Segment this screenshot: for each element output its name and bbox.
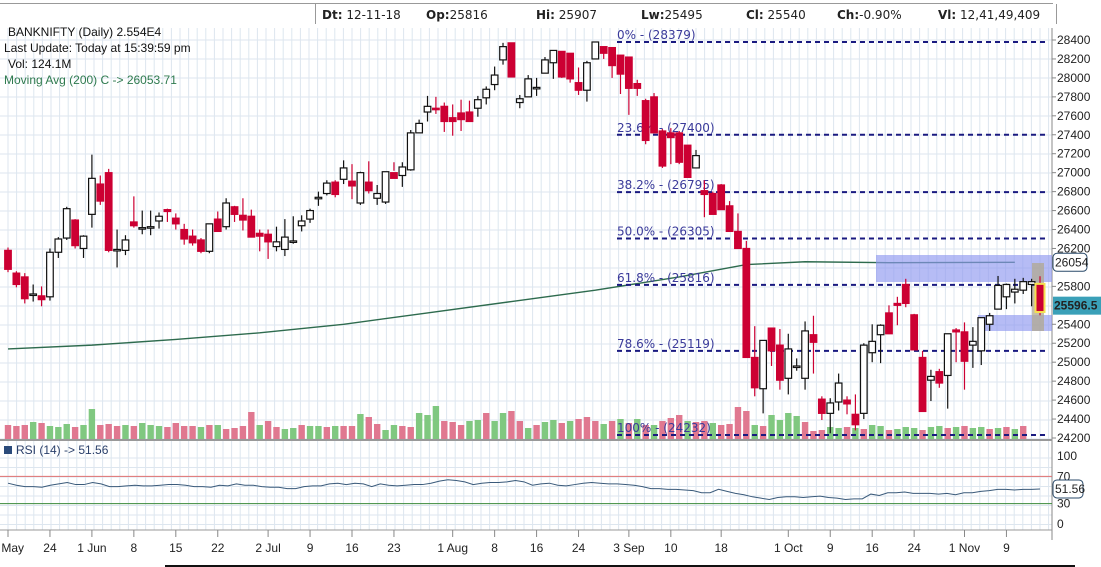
svg-text:22: 22 [211,541,225,555]
svg-text:27800: 27800 [1057,90,1091,104]
svg-text:24400: 24400 [1057,412,1091,426]
svg-text:27600: 27600 [1057,109,1091,123]
volume-info: Vol: 124.1M [8,57,72,71]
svg-text:24: 24 [43,541,57,555]
svg-text:24: 24 [572,541,586,555]
chart-grid [0,28,1053,540]
svg-text:26800: 26800 [1057,185,1091,199]
svg-text:25400: 25400 [1057,317,1091,331]
cl-label: Cl: [746,8,764,22]
svg-text:17 May: 17 May [0,541,24,555]
hi-value: 25907 [558,8,597,22]
svg-text:26054: 26054 [1055,255,1089,269]
hi-label: Hi: [536,8,555,22]
svg-text:28000: 28000 [1057,71,1091,85]
svg-text:23.6% - (27400): 23.6% - (27400) [617,121,715,135]
fibonacci-levels: 0% - (28379) 23.6% - (27400) 38.2% - (2679… [617,28,1048,436]
lw-value: 25495 [664,8,703,22]
svg-text:27200: 27200 [1057,147,1091,161]
price-tags: 26054 25596.5 51.56 [1052,252,1101,499]
svg-text:1 Nov: 1 Nov [949,541,980,555]
svg-text:0% - (28379): 0% - (28379) [617,28,696,42]
rsi-legend-label: RSI (14) -> 51.56 [16,443,109,457]
svg-text:26200: 26200 [1057,241,1091,255]
svg-text:8: 8 [491,541,498,555]
svg-text:61.8% - (25816): 61.8% - (25816) [617,271,715,285]
svg-text:25596.5: 25596.5 [1054,299,1098,313]
svg-text:18: 18 [714,541,728,555]
price-axis: 28400 28200 28000 27800 27600 27400 27200 27000… [1052,0,1101,531]
svg-text:9: 9 [307,541,314,555]
svg-text:3 Sep: 3 Sep [613,541,645,555]
svg-text:0: 0 [1057,517,1064,531]
rsi-legend: RSI (14) -> 51.56 [4,443,108,457]
cl-value: 25540 [767,8,806,22]
svg-text:28200: 28200 [1057,52,1091,66]
svg-text:1 Jun: 1 Jun [77,541,106,555]
svg-text:78.6% - (25119): 78.6% - (25119) [617,337,715,351]
svg-text:26400: 26400 [1057,223,1091,237]
ch-value: -0.90% [859,8,902,22]
op-label: Op: [426,8,450,22]
svg-text:16: 16 [866,541,880,555]
svg-text:9: 9 [1003,541,1010,555]
horizontal-scrollbar[interactable] [165,565,1075,567]
svg-text:25200: 25200 [1057,336,1091,350]
ch-label: Ch: [837,8,860,22]
moving-average-line [7,261,1015,350]
svg-text:28400: 28400 [1057,33,1091,47]
svg-text:100% - (24232): 100% - (24232) [617,421,711,435]
svg-text:24200: 24200 [1057,431,1091,445]
chart-title: BANKNIFTY (Daily) 2.554E4 [8,25,162,39]
svg-text:50.0% - (26305): 50.0% - (26305) [617,225,715,239]
svg-text:24: 24 [907,541,921,555]
dt-label: Dt: [322,8,343,22]
svg-text:9: 9 [827,541,834,555]
svg-text:24600: 24600 [1057,393,1091,407]
vl-label: Vl: [938,8,957,22]
svg-text:51.56: 51.56 [1055,482,1085,496]
rsi-legend-swatch-icon [4,446,12,454]
svg-text:24800: 24800 [1057,374,1091,388]
svg-text:1 Aug: 1 Aug [437,541,468,555]
svg-text:1 Oct: 1 Oct [774,541,803,555]
svg-text:30: 30 [1057,497,1071,511]
dt-value: 12-11-18 [346,8,401,22]
svg-text:27000: 27000 [1057,166,1091,180]
date-axis: 17 May 24 1 Jun 8 15 22 2 Jul 9 16 23 1 Aug 8 16 24 3 … [0,530,1010,555]
op-value: 25816 [449,8,488,22]
svg-text:25800: 25800 [1057,279,1091,293]
svg-text:38.2% - (26795): 38.2% - (26795) [617,178,715,192]
vl-value: 12,41,49,409 [960,8,1041,22]
rsi-panel [0,475,1052,505]
svg-text:25000: 25000 [1057,355,1091,369]
svg-text:16: 16 [345,541,359,555]
lw-label: Lw: [641,8,665,22]
svg-text:2 Jul: 2 Jul [255,541,280,555]
candlestick-series [4,41,1046,434]
svg-text:16: 16 [530,541,544,555]
moving-average-info: Moving Avg (200) C -> 26053.71 [4,73,177,87]
top-divider [0,3,1101,4]
svg-text:26600: 26600 [1057,204,1091,218]
svg-text:23: 23 [387,541,401,555]
svg-text:8: 8 [131,541,138,555]
last-update: Last Update: Today at 15:39:59 pm [4,41,191,55]
volume-bars [4,406,1027,439]
svg-text:15: 15 [169,541,183,555]
ohlc-info-bar: Dt: 12-11-18 Op:25816 Hi: 25907 Lw:25495… [315,4,1057,24]
svg-text:10: 10 [664,541,678,555]
svg-text:100: 100 [1057,449,1077,463]
svg-text:27400: 27400 [1057,128,1091,142]
